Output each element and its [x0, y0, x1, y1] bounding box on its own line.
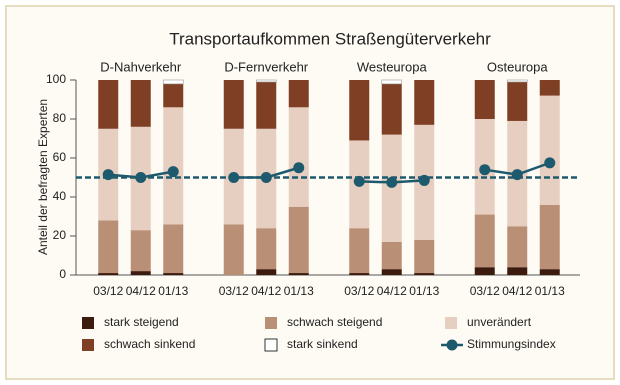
bar-segment: [98, 273, 119, 275]
bar-segment: [162, 79, 184, 85]
legend-swatch: [82, 317, 94, 329]
bar-segment: [130, 271, 151, 275]
bar-segment: [474, 267, 495, 275]
index-marker: [511, 169, 523, 181]
bar-segment: [414, 80, 435, 125]
index-marker: [293, 162, 305, 174]
group-label: Osteuropa: [487, 59, 548, 74]
bar-segment: [288, 273, 309, 275]
bar-segment: [163, 83, 184, 108]
x-tick-label: 04/12: [502, 284, 532, 298]
bar-segment: [288, 206, 309, 274]
y-tick-label: 100: [46, 72, 66, 86]
x-tick-label: 01/13: [158, 284, 188, 298]
legend-label: unverändert: [467, 315, 532, 329]
index-marker: [260, 172, 272, 183]
bar-segment: [507, 267, 528, 275]
bar-segment: [506, 79, 528, 83]
bar-segment: [474, 214, 495, 268]
legend-label: stark steigend: [104, 315, 179, 329]
bar-segment: [163, 107, 184, 225]
bar-segment: [223, 80, 244, 129]
bar-segment: [256, 81, 277, 129]
bar-segment: [381, 241, 402, 270]
y-tick-label: 20: [53, 228, 67, 242]
index-marker: [135, 172, 147, 183]
bar-segment: [223, 224, 244, 275]
bar-segment: [539, 204, 560, 270]
x-tick-label: 03/12: [470, 284, 500, 298]
y-tick-label: 40: [53, 189, 67, 203]
bar-segment: [474, 80, 495, 119]
x-tick-label: 04/12: [251, 284, 281, 298]
bar-segment: [414, 239, 435, 274]
bar-segment: [349, 228, 370, 274]
bar-segment: [539, 80, 560, 96]
group-label: D-Fernverkehr: [224, 59, 308, 74]
bar-segment: [539, 95, 560, 205]
bar-segment: [288, 107, 309, 207]
bar-segment: [381, 79, 403, 85]
index-marker: [353, 175, 365, 187]
bar-segment: [255, 79, 277, 83]
x-tick-label: 01/13: [535, 284, 565, 298]
bar-segment: [539, 269, 560, 275]
legend-swatch: [445, 317, 457, 329]
bar-segment: [507, 81, 528, 121]
x-tick-label: 03/12: [93, 284, 123, 298]
legend-label: schwach steigend: [287, 315, 382, 329]
y-tick-label: 0: [59, 267, 66, 281]
x-tick-label: 01/13: [284, 284, 314, 298]
bar-segment: [288, 80, 309, 108]
legend-label: Stimmungsindex: [467, 337, 556, 351]
bar-segment: [130, 80, 151, 127]
index-marker: [418, 174, 430, 186]
index-marker: [479, 164, 491, 176]
x-tick-label: 04/12: [377, 284, 407, 298]
bar-segment: [98, 220, 119, 274]
bar-segment: [163, 224, 184, 274]
x-tick-label: 03/12: [344, 284, 374, 298]
index-marker: [228, 172, 240, 183]
chart-title: Transportaufkommen Straßengüterverkehr: [169, 29, 491, 48]
bar-segment: [349, 80, 370, 141]
legend-label: schwach sinkend: [104, 337, 195, 351]
bar-segment: [414, 273, 435, 275]
bar-segment: [381, 134, 402, 242]
bar-segment: [256, 228, 277, 270]
bar-segment: [507, 226, 528, 268]
y-axis-label: Anteil der befragten Experten: [36, 99, 50, 255]
bar-segment: [381, 83, 402, 135]
group-label: Westeuropa: [357, 59, 428, 74]
y-tick-label: 80: [53, 111, 67, 125]
index-marker: [167, 166, 179, 178]
legend-swatch: [82, 339, 94, 351]
index-marker: [102, 169, 114, 181]
index-marker: [544, 157, 556, 169]
index-marker: [386, 176, 398, 188]
legend-marker: [446, 339, 458, 351]
x-tick-label: 03/12: [219, 284, 249, 298]
legend-swatch: [265, 317, 277, 329]
legend-swatch: [264, 338, 278, 352]
group-label: D-Nahverkehr: [100, 59, 182, 74]
bar-segment: [256, 269, 277, 275]
bar-segment: [349, 273, 370, 275]
bar-segment: [163, 273, 184, 275]
y-tick-label: 60: [53, 150, 67, 164]
x-tick-label: 01/13: [409, 284, 439, 298]
x-tick-label: 04/12: [126, 284, 156, 298]
bar-segment: [98, 80, 119, 129]
legend-label: stark sinkend: [287, 337, 358, 351]
bar-segment: [130, 230, 151, 272]
bar-segment: [381, 269, 402, 275]
